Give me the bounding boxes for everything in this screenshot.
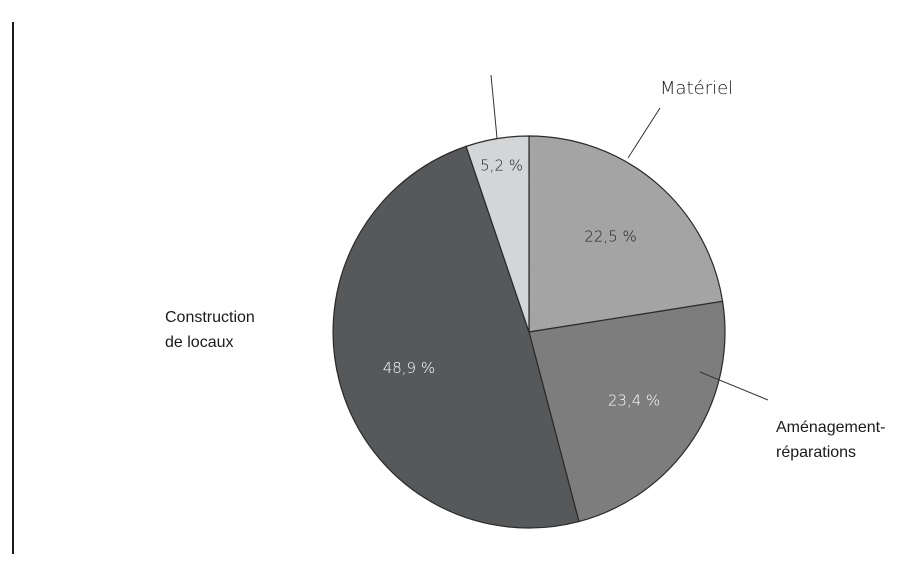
category-label-amenagement-line1: Aménagement- <box>776 419 885 436</box>
pct-label-construction-de-locaux: 48,9 % <box>383 359 435 377</box>
pct-label-materiel: 22,5 % <box>584 228 636 246</box>
pie-slice-construction-de-locaux <box>332 145 580 529</box>
left-border-rule <box>12 22 14 554</box>
pie-slice-amenagement-reparations <box>528 300 726 523</box>
leader-line-autres <box>490 74 498 139</box>
category-label-materiel: Matériel <box>660 78 733 99</box>
pie-slice-materiel <box>528 135 724 333</box>
category-label-amenagement-line2: réparations <box>776 444 856 461</box>
leader-line-amenagement <box>699 371 769 401</box>
pct-label-amenagement-reparations: 23,4 % <box>608 392 660 410</box>
category-label-construction-line1: Construction <box>165 309 255 326</box>
leader-line-materiel <box>627 107 661 159</box>
pie-slice-autres <box>465 135 530 333</box>
category-label-construction-line2: de locaux <box>165 334 234 351</box>
pct-label-autres: 5,2 % <box>480 157 523 175</box>
